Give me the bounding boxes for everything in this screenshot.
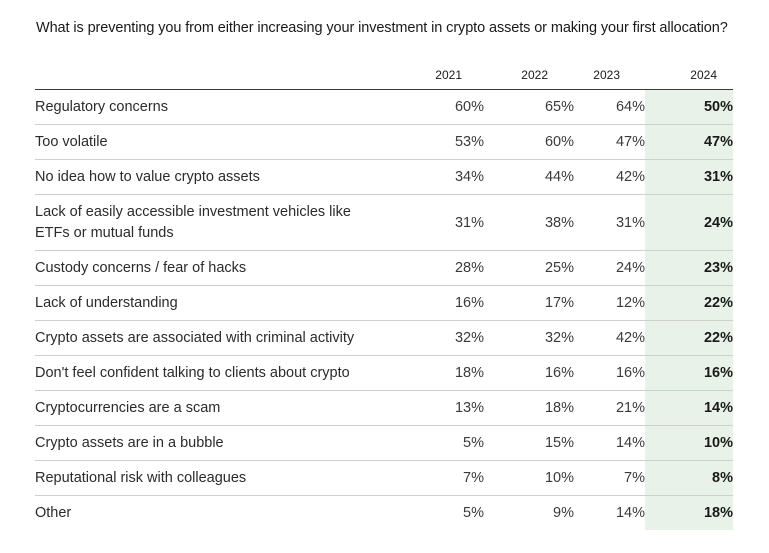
value-cell-2024: 50% — [645, 89, 733, 125]
table-row: Crypto assets are associated with crimin… — [35, 320, 733, 356]
row-label: Crypto assets are in a bubble — [35, 425, 392, 461]
row-label: Don't feel confident talking to clients … — [35, 355, 392, 391]
value-cell-2024: 23% — [645, 250, 733, 286]
value-cell-2022: 10% — [484, 460, 574, 496]
row-label: Custody concerns / fear of hacks — [35, 250, 392, 286]
value-cell-2024: 24% — [645, 194, 733, 251]
value-cell-2021: 53% — [392, 124, 484, 160]
table-row: No idea how to value crypto assets 34% 44%… — [35, 159, 733, 195]
value-cell-2021: 5% — [392, 425, 484, 461]
table-row: Regulatory concerns 60% 65% 64% 50% — [35, 89, 733, 125]
value-cell-2023: 42% — [574, 159, 645, 195]
table-row: Lack of understanding 16% 17% 12% 22% — [35, 285, 733, 321]
value-cell-2023: 42% — [574, 320, 645, 356]
row-label: Crypto assets are associated with crimin… — [35, 320, 392, 356]
value-cell-2024: 8% — [645, 460, 733, 496]
table-row: Cryptocurrencies are a scam 13% 18% 21% 14% — [35, 390, 733, 426]
chart-title: What is preventing you from either incre… — [36, 20, 728, 36]
value-cell-2023: 21% — [574, 390, 645, 426]
value-cell-2022: 9% — [553, 505, 574, 521]
row-label: Regulatory concerns — [35, 89, 392, 125]
value-cell-2024: 47% — [645, 124, 733, 160]
value-cell-2024: 16% — [645, 355, 733, 391]
value-cell-2023: 7% — [574, 460, 645, 496]
row-label: Other — [35, 504, 72, 521]
header-row: 2021 2022 2023 2024 — [35, 60, 733, 90]
row-label: Cryptocurrencies are a scam — [35, 390, 392, 426]
value-cell-2022: 16% — [484, 355, 574, 391]
table-row: Don't feel confident talking to clients … — [35, 355, 733, 391]
value-cell-2023: 24% — [574, 250, 645, 286]
column-header-2021: 2021 — [392, 60, 484, 90]
value-cell-2023: 12% — [574, 285, 645, 321]
row-label: Lack of easily accessible investment veh… — [35, 194, 392, 251]
value-cell-2021: 32% — [392, 320, 484, 356]
table-row: Custody concerns / fear of hacks 28% 25% 24… — [35, 250, 733, 286]
header-label-cell — [35, 60, 392, 90]
value-cell-2021: 13% — [392, 390, 484, 426]
table-row: Reputational risk with colleagues 7% 10% 7%… — [35, 460, 733, 496]
value-cell-2022: 17% — [484, 285, 574, 321]
value-cell-2021: 18% — [392, 355, 484, 391]
value-cell-2022: 18% — [484, 390, 574, 426]
value-cell-2023: 16% — [574, 355, 645, 391]
value-cell-2021: 31% — [392, 194, 484, 251]
column-header-2023: 2023 — [574, 60, 645, 90]
value-cell-2022: 38% — [484, 194, 574, 251]
table-row: Other 5% 9% 14% 18% — [35, 495, 733, 530]
row-label: No idea how to value crypto assets — [35, 159, 392, 195]
row-label: Reputational risk with colleagues — [35, 460, 392, 496]
value-cell-2022: 44% — [484, 159, 574, 195]
value-cell-2022: 65% — [484, 89, 574, 125]
table-row: Lack of easily accessible investment veh… — [35, 194, 733, 251]
value-cell-2024: 22% — [645, 320, 733, 356]
value-cell-2022: 32% — [484, 320, 574, 356]
column-header-2022: 2022 — [484, 60, 574, 90]
value-cell-2024: 22% — [645, 285, 733, 321]
row-label: Too volatile — [35, 124, 392, 160]
value-cell-2022: 15% — [484, 425, 574, 461]
value-cell-2023: 14% — [615, 505, 645, 521]
value-cell-2024: 31% — [645, 159, 733, 195]
column-header-2024: 2024 — [645, 60, 733, 90]
value-cell-2024: 18% — [645, 495, 733, 530]
value-cell-2023: 31% — [574, 194, 645, 251]
value-cell-2021: 7% — [392, 460, 484, 496]
value-cell-2024: 14% — [645, 390, 733, 426]
value-cell-2024: 10% — [645, 425, 733, 461]
value-cell-2023: 14% — [574, 425, 645, 461]
value-cell-2021: 28% — [392, 250, 484, 286]
row-label: Lack of understanding — [35, 285, 392, 321]
table-body: Regulatory concerns 60% 65% 64% 50% Too volat… — [35, 89, 733, 530]
value-cell-2023: 64% — [574, 89, 645, 125]
value-cell-2023: 47% — [574, 124, 645, 160]
value-cell-2021: 60% — [392, 89, 484, 125]
table-row: Too volatile 53% 60% 47% 47% — [35, 124, 733, 160]
survey-table: 2021 2022 2023 2024 Regulatory concerns 6… — [35, 60, 733, 530]
table-row: Crypto assets are in a bubble 5% 15% 14% 10% — [35, 425, 733, 461]
value-cell-2021: 34% — [392, 159, 484, 195]
value-cell-2021: 5% — [463, 505, 484, 521]
value-cell-2021: 16% — [392, 285, 484, 321]
value-cell-2022: 25% — [484, 250, 574, 286]
value-cell-2022: 60% — [484, 124, 574, 160]
